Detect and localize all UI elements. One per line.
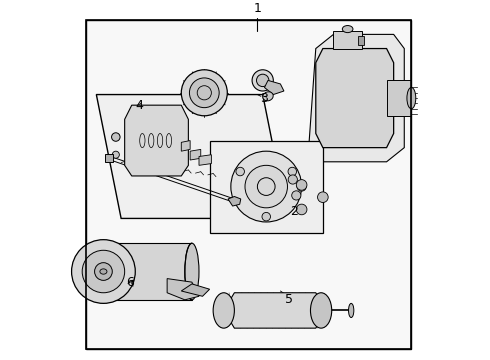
Polygon shape <box>316 49 393 148</box>
Polygon shape <box>181 284 210 296</box>
Text: 1: 1 <box>253 2 261 15</box>
Circle shape <box>231 151 302 222</box>
Ellipse shape <box>348 303 354 318</box>
Text: 3: 3 <box>261 91 269 105</box>
Bar <box>105 154 113 162</box>
Ellipse shape <box>185 243 199 300</box>
Polygon shape <box>167 279 199 300</box>
Circle shape <box>72 240 135 303</box>
Circle shape <box>112 151 120 158</box>
Text: 2: 2 <box>291 205 298 218</box>
Circle shape <box>297 182 306 191</box>
Circle shape <box>288 175 297 184</box>
Ellipse shape <box>213 293 234 328</box>
Text: 5: 5 <box>285 293 293 306</box>
Circle shape <box>318 192 328 203</box>
Circle shape <box>245 165 288 208</box>
Text: 6: 6 <box>126 276 134 289</box>
Circle shape <box>112 133 120 141</box>
Ellipse shape <box>263 92 273 101</box>
Circle shape <box>95 263 112 280</box>
Polygon shape <box>181 140 190 151</box>
Polygon shape <box>199 155 211 165</box>
Circle shape <box>236 167 245 176</box>
Circle shape <box>296 180 307 190</box>
Polygon shape <box>97 95 288 219</box>
Polygon shape <box>190 149 201 160</box>
Text: 4: 4 <box>135 99 143 112</box>
Circle shape <box>262 212 270 221</box>
Polygon shape <box>309 35 404 162</box>
Circle shape <box>296 204 307 215</box>
Ellipse shape <box>343 26 353 33</box>
Polygon shape <box>224 293 326 328</box>
Bar <box>358 36 364 45</box>
Polygon shape <box>103 243 192 300</box>
Circle shape <box>181 70 227 116</box>
Circle shape <box>292 191 301 200</box>
Ellipse shape <box>256 74 269 87</box>
Ellipse shape <box>100 269 107 274</box>
Ellipse shape <box>252 70 273 91</box>
Circle shape <box>288 167 296 176</box>
Ellipse shape <box>407 87 416 109</box>
Polygon shape <box>228 197 241 206</box>
Polygon shape <box>210 140 323 233</box>
Circle shape <box>82 250 124 293</box>
Bar <box>387 80 411 116</box>
Polygon shape <box>265 80 284 95</box>
Circle shape <box>190 78 219 108</box>
Bar <box>334 31 362 49</box>
Ellipse shape <box>311 293 332 328</box>
Polygon shape <box>124 105 188 176</box>
